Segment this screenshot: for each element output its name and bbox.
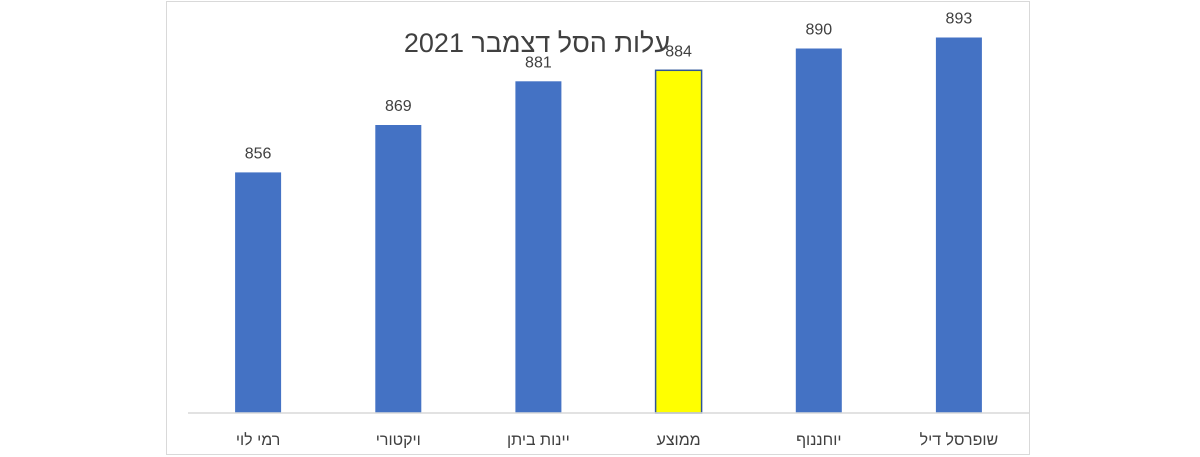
- bar-4: [795, 48, 842, 413]
- bar-1: [375, 125, 422, 413]
- bar-5: [935, 37, 982, 413]
- category-label-4: יוחננוף: [796, 432, 841, 449]
- data-labels-group: 856 869 881 884 890 893: [245, 11, 973, 163]
- chart-frame: עלות הסל דצמבר 2021 856 869 881 884 890 893 ר…: [166, 1, 1030, 455]
- data-label-0: 856: [245, 145, 272, 162]
- category-label-2: יינות ביתן: [507, 432, 570, 449]
- bar-chart: עלות הסל דצמבר 2021 856 869 881 884 890 893 ר…: [188, 11, 1029, 449]
- bars-group: [235, 37, 982, 414]
- bar-0: [235, 172, 282, 413]
- bar-2: [515, 81, 562, 414]
- data-label-1: 869: [385, 98, 412, 115]
- category-label-0: רמי לוי: [236, 431, 280, 449]
- bar-3: [654, 69, 703, 414]
- data-label-4: 890: [805, 22, 832, 39]
- category-label-5: שופרסל דיל: [920, 431, 999, 449]
- category-label-3: ממוצע: [657, 432, 701, 449]
- chart-title: עלות הסל דצמבר 2021: [404, 28, 670, 58]
- category-label-1: ויקטורי: [376, 432, 421, 449]
- category-labels-group: רמי לוי ויקטורי יינות ביתן ממוצע יוחננוף שופר…: [236, 431, 998, 449]
- data-label-3: 884: [665, 43, 692, 60]
- data-label-5: 893: [946, 11, 973, 28]
- data-label-2: 881: [525, 54, 552, 71]
